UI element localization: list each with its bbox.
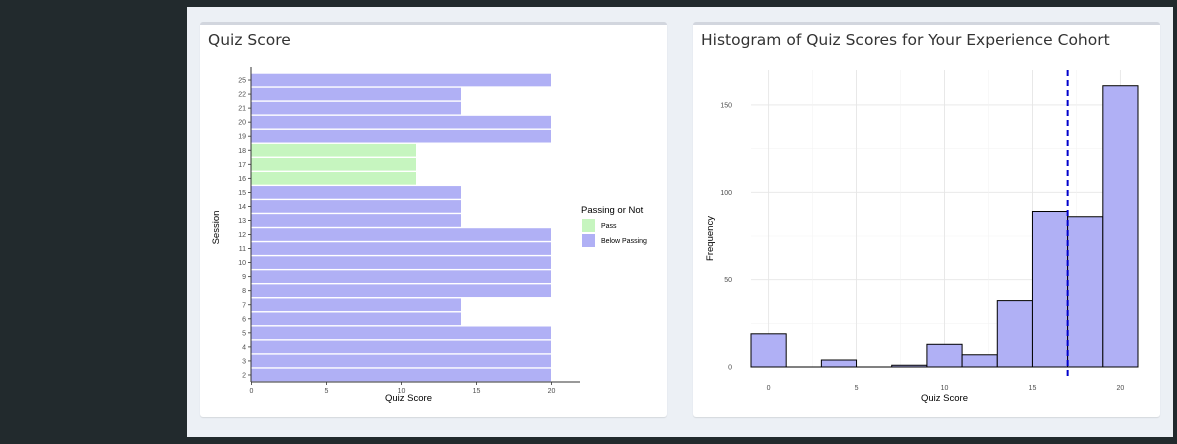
y-axis-title: Session	[211, 211, 222, 245]
x-tick-label: 10	[941, 385, 949, 392]
y-tick-label: 12	[238, 232, 246, 239]
bar	[251, 101, 461, 115]
x-tick-label: 15	[1029, 385, 1037, 392]
x-axis-title: Quiz Score	[385, 393, 432, 404]
bar	[251, 326, 551, 340]
histogram-bar	[1067, 216, 1104, 368]
y-tick-label: 16	[238, 176, 246, 183]
histogram-chart: 0 5 10 15 20 0 50 100 150 Quiz Score Frequency	[705, 70, 1139, 404]
histogram-bar	[750, 333, 787, 368]
histogram-bar	[891, 364, 928, 368]
y-tick-label: 2	[242, 372, 246, 379]
x-axis-title: Quiz Score	[921, 393, 968, 404]
panel-title: Histogram of Quiz Scores for Your Experi…	[701, 31, 1110, 49]
y-tick-label: 6	[242, 316, 246, 323]
y-tick-label: 0	[728, 365, 732, 372]
legend-label: Below Passing	[601, 238, 647, 245]
y-tick-label: 19	[238, 134, 246, 141]
x-tick-label: 20	[548, 388, 556, 395]
histogram-bar	[961, 354, 998, 368]
bar	[251, 228, 551, 241]
bar	[251, 256, 551, 269]
legend: Passing or Not Pass Below Passing	[581, 205, 647, 247]
quiz-score-panel: Quiz Score 2 3 4 5 6 7 8 9 10 11 12 13 14 15 16 17 18 19 2…	[200, 22, 667, 417]
bar	[251, 242, 551, 255]
bar	[251, 143, 416, 157]
y-tick-label: 9	[242, 274, 246, 281]
x-tick-label: 5	[855, 385, 859, 392]
histogram-panel: Histogram of Quiz Scores for Your Experi…	[693, 22, 1160, 417]
y-tick-label: 5	[242, 330, 246, 337]
y-tick-label: 150	[720, 102, 732, 109]
y-tick-label: 50	[724, 277, 732, 284]
x-tick-label: 10	[398, 388, 406, 395]
y-tick-label: 11	[239, 246, 246, 253]
y-tick-label: 14	[238, 204, 246, 211]
bar	[251, 200, 461, 213]
y-tick-label: 22	[238, 92, 246, 99]
bar	[251, 73, 551, 87]
y-tick-label: 13	[238, 218, 246, 225]
y-tick-label: 4	[242, 344, 246, 351]
bar	[251, 214, 461, 227]
y-tick-label: 25	[238, 78, 246, 85]
bar	[251, 298, 461, 312]
legend-swatch	[582, 234, 595, 247]
y-tick-label: 18	[238, 148, 246, 155]
x-tick-label: 0	[250, 388, 254, 395]
quiz-score-bar-chart: 2 3 4 5 6 7 8 9 10 11 12 13 14 15 16 17 18 19 20 21 22 25 0 5 10…	[211, 67, 647, 404]
x-tick-label: 5	[325, 388, 329, 395]
y-tick-label: 15	[238, 190, 246, 197]
bottom-bar	[187, 437, 1177, 444]
legend-label: Pass	[601, 223, 617, 230]
x-tick-label: 0	[767, 385, 771, 392]
y-tick-label: 3	[242, 358, 246, 365]
histogram-bar	[996, 300, 1033, 368]
histogram-bar	[926, 343, 963, 368]
panel-title: Quiz Score	[208, 31, 291, 49]
right-edge	[1173, 0, 1177, 444]
bar	[251, 129, 551, 143]
top-bar	[187, 0, 1177, 7]
bar	[251, 354, 551, 368]
y-tick-label: 100	[720, 190, 732, 197]
bar	[251, 172, 416, 185]
legend-title: Passing or Not	[581, 205, 644, 216]
bar	[251, 157, 416, 171]
histogram-bar	[1102, 85, 1139, 368]
main-content: Quiz Score 2 3 4 5 6 7 8 9 10 11 12 13 14 15 16 17 18 19 2…	[187, 7, 1173, 437]
histogram-bar	[1031, 211, 1069, 368]
y-axis-title: Frequency	[705, 216, 716, 261]
y-tick-label: 7	[242, 302, 246, 309]
histogram-bar	[820, 359, 858, 368]
sidebar	[0, 0, 187, 444]
bar	[251, 115, 551, 129]
x-tick-label: 20	[1117, 385, 1125, 392]
bar	[251, 312, 461, 326]
y-tick-label: 20	[238, 120, 246, 127]
bar	[251, 340, 551, 354]
y-tick-label: 8	[242, 288, 246, 295]
bar	[251, 284, 551, 298]
x-tick-label: 15	[473, 388, 481, 395]
y-tick-label: 10	[238, 260, 246, 267]
bar	[251, 186, 461, 199]
bar	[251, 87, 461, 101]
bar	[251, 270, 551, 283]
y-tick-label: 21	[238, 106, 246, 113]
bar	[251, 368, 551, 382]
y-tick-label: 17	[238, 162, 246, 169]
legend-swatch	[582, 219, 595, 232]
